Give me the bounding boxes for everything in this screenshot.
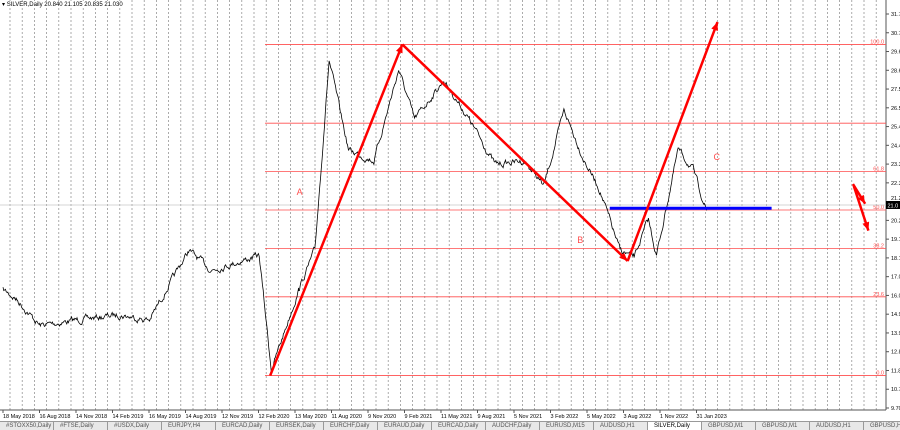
price-label: 11.8 [891, 368, 900, 374]
arrowhead-icon [857, 194, 866, 204]
price-label: 26.5 [891, 106, 900, 112]
trend-arrow-line [626, 21, 719, 262]
tab-audchf-daily[interactable]: AUDCHF,Daily [486, 422, 540, 430]
chart-header: ▾ SILVER,Daily 20.840 21.105 20.835 21.0… [2, 1, 123, 8]
trend-arrow-line [401, 43, 629, 262]
arrowhead-icon [619, 252, 628, 262]
price-label: 29.6 [891, 50, 900, 56]
price-label: 25.4 [891, 125, 900, 131]
fib-level-label: 38.2 [873, 243, 884, 249]
tab-eurchf-daily[interactable]: EURCHF,Daily [324, 422, 378, 430]
price-label: 10.7 [891, 387, 900, 393]
collapse-icon[interactable]: ▾ [2, 2, 7, 8]
tab--stoxx50-daily[interactable]: #STOXX50,Daily [0, 422, 54, 430]
tab-eursek-daily[interactable]: EURSEK,Daily [270, 422, 324, 430]
price-label: 24.4 [891, 143, 900, 149]
tab--ftse-daily[interactable]: #FTSE,Daily [54, 422, 108, 430]
price-label: 27.5 [891, 87, 900, 93]
price-label: 22.3 [891, 181, 900, 187]
price-label: 14.9 [891, 312, 900, 318]
price-label: 20.2 [891, 218, 900, 224]
tab-gbpusd-m1[interactable]: GBPUSD,M1 [756, 422, 810, 430]
fib-level-label: 100.0 [870, 39, 884, 45]
price-label: 19.1 [891, 237, 900, 243]
tab-eurusd-m15[interactable]: EURUSD,M15 [540, 422, 594, 430]
price-label: 31.7 [891, 12, 900, 18]
tab-gbpusd-m1[interactable]: GBPUSD,M1 [702, 422, 756, 430]
tab-audusd-h1[interactable]: AUDUSD,H1 [594, 422, 648, 430]
tab-eurcad-daily[interactable]: EURCAD,Daily [432, 422, 486, 430]
date-label: 16 May 2019 [149, 414, 181, 420]
date-label: 5 May 2022 [587, 414, 616, 420]
wave-label-b: B [577, 235, 583, 245]
arrowhead-icon [396, 44, 403, 54]
tab-eurjpy-h4[interactable]: EURJPY,H4 [162, 422, 216, 430]
date-label: 1 Nov 2022 [660, 414, 688, 420]
date-label: 9 Feb 2021 [405, 414, 433, 420]
date-label: 16 Aug 2018 [40, 414, 71, 420]
price-label: 28.6 [891, 68, 900, 74]
symbol-label: SILVER,Daily [6, 2, 43, 8]
date-label: 3 Aug 2022 [624, 414, 652, 420]
fib-level-label: 23.6 [873, 292, 884, 298]
price-series-line [2, 60, 708, 374]
current-price-label: 21.0 [888, 203, 899, 209]
tab-gbpusd-h4[interactable]: GBPUSD,H4 [864, 422, 900, 430]
tab-euraud-daily[interactable]: EURAUD,Daily [378, 422, 432, 430]
date-label: 14 Feb 2019 [113, 414, 144, 420]
wave-label-a: A [297, 187, 303, 197]
arrowhead-icon [862, 221, 870, 231]
chart-tabs: #STOXX50,Daily #FTSE,Daily #USDX,Daily EURJ… [0, 421, 900, 430]
price-label: 18.1 [891, 256, 900, 262]
price-label: 30.7 [891, 31, 900, 37]
date-label: 13 May 2020 [295, 414, 327, 420]
price-label: 13.9 [891, 331, 900, 337]
wave-label-c: C [713, 152, 720, 162]
trend-arrow-line [269, 43, 404, 377]
tab--usdx-daily[interactable]: #USDX,Daily [108, 422, 162, 430]
arrowhead-icon [711, 22, 718, 32]
date-label: 18 May 2018 [3, 414, 35, 420]
tab-audusd-h1[interactable]: AUDUSD,H1 [810, 422, 864, 430]
date-label: 3 Feb 2022 [551, 414, 579, 420]
date-label: 14 Aug 2019 [186, 414, 217, 420]
date-label: 31 Jan 2023 [697, 414, 727, 420]
price-chart[interactable]: 31.7 30.7 29.6 28.6 27.5 26.5 25.4 24.4 23.3 22.3… [0, 0, 900, 421]
tab-eurcad-daily[interactable]: EURCAD,Daily [216, 422, 270, 430]
price-label: 9.70 [891, 406, 900, 412]
date-label: 9 Aug 2021 [478, 414, 506, 420]
price-label: 21.2 [891, 196, 900, 202]
date-label: 12 Nov 2019 [222, 414, 253, 420]
date-label: 9 Nov 2020 [368, 414, 396, 420]
fib-level-label: 61.8 [873, 167, 884, 173]
current-price-badge [886, 200, 900, 209]
ohlc-values: 20.840 21.105 20.835 21.030 [44, 2, 123, 8]
price-label: 12.8 [891, 350, 900, 356]
price-label: 23.3 [891, 162, 900, 168]
date-label: 14 Nov 2018 [76, 414, 107, 420]
price-label: 17.0 [891, 275, 900, 281]
fib-level-label: 0.0 [876, 371, 884, 377]
tab-silver-daily[interactable]: SILVER,Daily [648, 422, 702, 430]
date-label: 5 Nov 2021 [514, 414, 542, 420]
date-label: 12 Feb 2020 [259, 414, 290, 420]
date-label: 11 Aug 2020 [332, 414, 362, 420]
price-label: 16.0 [891, 293, 900, 299]
fib-level-label: 50.0 [873, 205, 884, 211]
date-label: 11 May 2021 [441, 414, 472, 420]
